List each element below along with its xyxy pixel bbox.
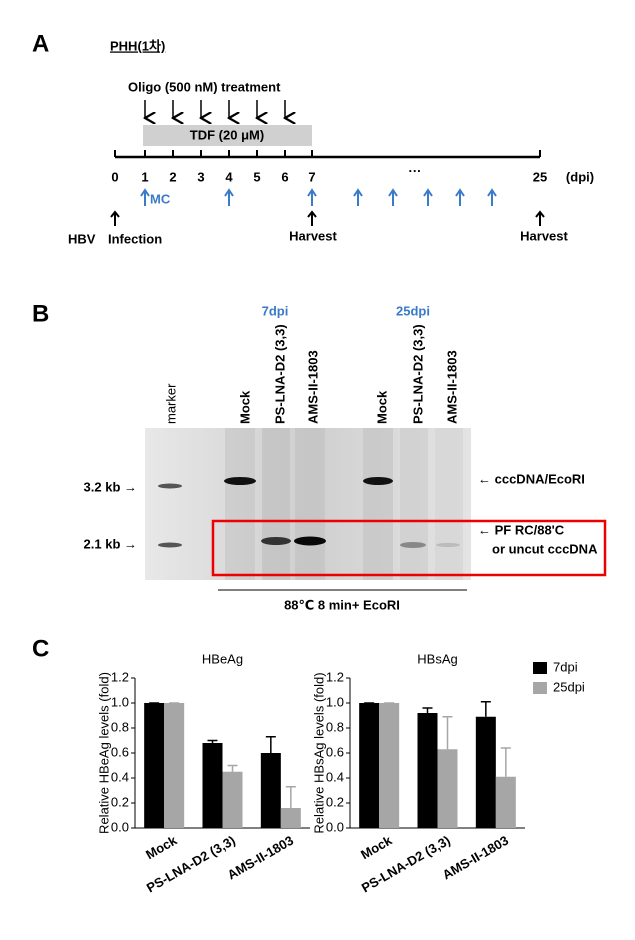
y-tick-label: 1.2 xyxy=(326,669,344,684)
y-tick-label: 1.0 xyxy=(326,694,344,709)
black-arrow xyxy=(110,210,120,226)
chart-title: HBsAg xyxy=(417,651,457,666)
y-tick-label: 1.0 xyxy=(111,694,129,709)
bar xyxy=(475,716,496,828)
error-bar xyxy=(500,747,511,777)
marker-size: 2.1 kb → xyxy=(84,536,137,551)
bar xyxy=(260,753,281,828)
bar xyxy=(202,743,223,828)
timeline-label: 3 xyxy=(197,169,204,184)
chart-title: HBeAg xyxy=(202,651,243,666)
bar xyxy=(144,703,165,828)
bar xyxy=(280,808,301,828)
band-label: or uncut cccDNA xyxy=(492,541,598,556)
harvest: Harvest xyxy=(520,228,568,243)
y-tick-label: 0.6 xyxy=(326,744,344,759)
lane-label: PS-LNA-D2 (3,3) xyxy=(272,324,287,424)
y-tick-label: 0.0 xyxy=(326,819,344,834)
mc: MC xyxy=(150,191,171,206)
error-bar xyxy=(422,707,433,713)
lane-label: AMS-II-1803 xyxy=(444,350,459,424)
black-arrow xyxy=(307,210,317,226)
y-tick-label: 0.0 xyxy=(111,819,129,834)
error-bar xyxy=(285,786,296,808)
blue-arrow xyxy=(388,188,398,206)
y-tick-label: 0.2 xyxy=(111,794,129,809)
drug-box xyxy=(143,125,312,146)
band-label: ← PF RC/88'C xyxy=(478,522,565,537)
blue-arrow xyxy=(224,188,234,206)
timeline-label: 25 xyxy=(533,169,547,184)
bar xyxy=(417,713,438,828)
timeline-label: 0 xyxy=(111,169,118,184)
hbv: HBV xyxy=(68,231,96,246)
y-tick-label: 0.4 xyxy=(326,769,344,784)
timeline-label: 2 xyxy=(169,169,176,184)
timeline-label: 4 xyxy=(225,169,233,184)
error-bar xyxy=(207,739,218,743)
band-label: ← cccDNA/EcoRI xyxy=(478,471,585,486)
y-tick-label: 0.8 xyxy=(111,719,129,734)
x-tick-label: AMS-II-1803 xyxy=(225,833,296,883)
unit: (dpi) xyxy=(566,169,594,184)
treatment: Oligo (500 nM) treatment xyxy=(128,79,281,94)
infection: Infection xyxy=(108,231,162,246)
panel-label: B xyxy=(32,300,49,327)
panel-label: C xyxy=(32,635,49,662)
lane-label: Mock xyxy=(374,390,389,424)
timeline-label: 1 xyxy=(141,169,148,184)
timeline-label: 6 xyxy=(281,169,288,184)
lane-label: PS-LNA-D2 (3,3) xyxy=(410,324,425,424)
black-arrow xyxy=(535,210,545,226)
error-bar xyxy=(227,764,238,772)
blue-arrow xyxy=(307,188,317,206)
lane-label: AMS-II-1803 xyxy=(305,350,320,424)
bar xyxy=(495,776,516,828)
timeline-label: 5 xyxy=(253,169,260,184)
y-tick-label: 0.4 xyxy=(111,769,129,784)
error-bar xyxy=(442,716,453,750)
x-tick-label: Mock xyxy=(143,832,180,862)
timeline-label: ··· xyxy=(409,163,422,178)
legend-swatch xyxy=(533,682,547,694)
error-bar xyxy=(265,736,276,753)
bar xyxy=(379,703,400,828)
y-axis-label: Relative HBsAg levels (fold) xyxy=(311,672,326,833)
timeline: 0 1 2 3 4 5 6 7 ··· 25 xyxy=(110,100,547,226)
bar xyxy=(359,703,380,828)
panel-label: A xyxy=(32,30,49,57)
y-tick-label: 1.2 xyxy=(111,669,129,684)
blue-arrow xyxy=(140,188,150,206)
lane-label: marker xyxy=(163,383,178,424)
bar xyxy=(222,771,243,828)
marker-size: 3.2 kb → xyxy=(84,479,137,494)
y-axis-label: Relative HBeAg levels (fold) xyxy=(96,672,111,834)
legend-swatch xyxy=(533,662,547,674)
timeline-label: 7 xyxy=(308,169,315,184)
group-label: 7dpi xyxy=(262,303,289,318)
blue-arrow xyxy=(455,188,465,206)
bar xyxy=(164,703,185,828)
legend-label: 7dpi xyxy=(553,659,578,674)
condition: 88℃ 8 min+ EcoRI xyxy=(284,597,400,612)
error-bar xyxy=(480,701,491,717)
subtitle: PHH(1차) xyxy=(110,38,165,53)
blue-arrow xyxy=(487,188,497,206)
bar xyxy=(437,749,458,828)
blue-arrow xyxy=(353,188,363,206)
gel xyxy=(145,428,471,580)
lane-label: Mock xyxy=(237,390,252,424)
harvest: Harvest xyxy=(289,228,337,243)
highlight-box xyxy=(211,519,607,577)
blue-arrow xyxy=(423,188,433,206)
x-tick-label: Mock xyxy=(358,832,395,862)
group-label: 25dpi xyxy=(396,303,430,318)
legend-label: 25dpi xyxy=(553,679,585,694)
drug: TDF (20 μM) xyxy=(190,127,264,142)
y-tick-label: 0.2 xyxy=(326,794,344,809)
x-tick-label: AMS-II-1803 xyxy=(440,833,511,883)
y-tick-label: 0.6 xyxy=(111,744,129,759)
y-tick-label: 0.8 xyxy=(326,719,344,734)
